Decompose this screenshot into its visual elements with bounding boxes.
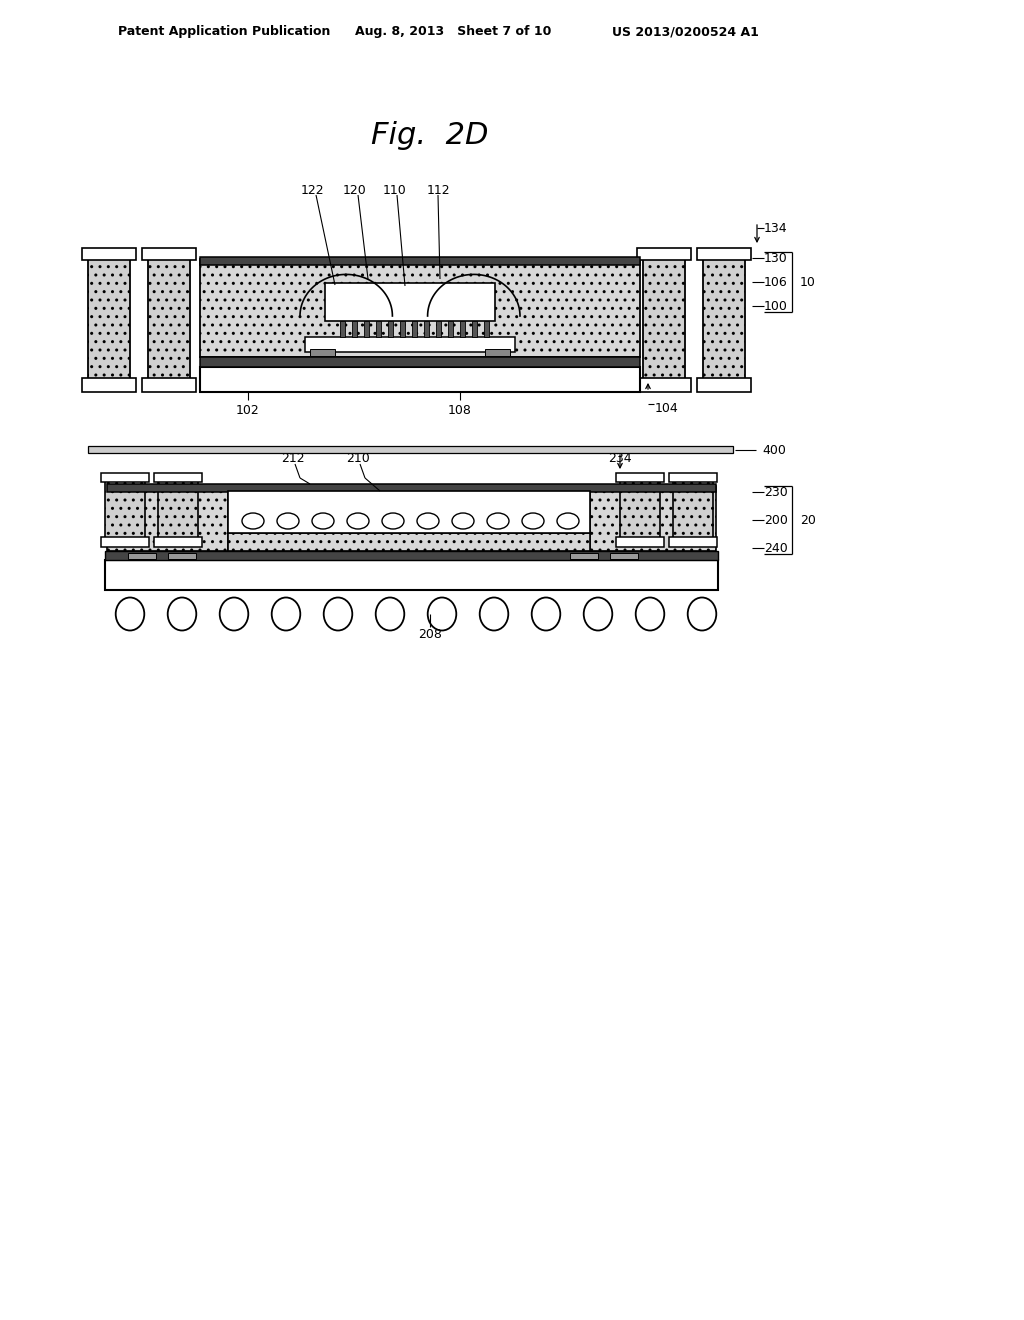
Bar [88, 446, 733, 453]
Bar [364, 321, 369, 337]
Bar [436, 321, 441, 337]
Bar [101, 473, 150, 482]
Bar [106, 486, 228, 550]
Bar [228, 533, 590, 550]
Text: 208: 208 [418, 628, 442, 642]
Bar [105, 560, 718, 590]
Bar [637, 378, 691, 392]
Text: 122: 122 [300, 183, 324, 197]
Bar [105, 480, 145, 540]
Text: 108: 108 [449, 404, 472, 417]
Text: 112: 112 [426, 183, 450, 197]
Bar [154, 473, 202, 482]
Bar [200, 257, 640, 265]
Bar [200, 259, 640, 356]
Text: 106: 106 [764, 276, 787, 289]
Text: 100: 100 [764, 300, 787, 313]
Text: Aug. 8, 2013   Sheet 7 of 10: Aug. 8, 2013 Sheet 7 of 10 [355, 25, 551, 38]
Text: 234: 234 [608, 451, 632, 465]
Bar [376, 321, 381, 337]
Bar [105, 550, 718, 560]
Bar [697, 378, 751, 392]
Bar [340, 321, 345, 337]
Bar [82, 248, 136, 260]
Bar [82, 378, 136, 392]
Bar [310, 348, 335, 356]
Text: 240: 240 [764, 541, 787, 554]
Bar [158, 480, 198, 540]
Bar [106, 484, 716, 492]
Bar [148, 255, 190, 385]
Text: 230: 230 [764, 486, 787, 499]
Text: 10: 10 [800, 276, 816, 289]
Bar [388, 321, 393, 337]
Text: 110: 110 [383, 183, 407, 197]
Bar [228, 491, 590, 533]
Bar [101, 537, 150, 546]
Bar [449, 321, 453, 337]
Bar [610, 553, 638, 558]
Bar [616, 537, 664, 546]
Text: 212: 212 [282, 451, 305, 465]
Bar [669, 473, 717, 482]
Bar [424, 321, 429, 337]
Bar [142, 248, 196, 260]
Bar [460, 321, 465, 337]
Bar [673, 480, 713, 540]
Bar [88, 255, 130, 385]
Bar [412, 321, 417, 337]
Bar [590, 486, 716, 550]
Bar [472, 321, 477, 337]
Bar [305, 337, 515, 352]
Text: 20: 20 [800, 513, 816, 527]
Text: 130: 130 [764, 252, 787, 264]
Text: 120: 120 [343, 183, 367, 197]
Text: 200: 200 [764, 513, 787, 527]
Bar [325, 282, 495, 321]
Bar [485, 348, 510, 356]
Bar [637, 248, 691, 260]
Text: 400: 400 [762, 444, 785, 457]
Bar [570, 553, 598, 558]
Bar [200, 356, 640, 367]
Text: 102: 102 [237, 404, 260, 417]
Text: Patent Application Publication: Patent Application Publication [118, 25, 331, 38]
Bar [128, 553, 156, 558]
Bar [669, 537, 717, 546]
Bar [142, 378, 196, 392]
Text: 210: 210 [346, 451, 370, 465]
Bar [200, 367, 640, 392]
Bar [620, 480, 660, 540]
Text: US 2013/0200524 A1: US 2013/0200524 A1 [612, 25, 759, 38]
Bar [400, 321, 406, 337]
Bar [697, 248, 751, 260]
Bar [352, 321, 357, 337]
Bar [484, 321, 489, 337]
Bar [154, 537, 202, 546]
Bar [643, 255, 685, 385]
Bar [168, 553, 196, 558]
Text: 134: 134 [764, 222, 787, 235]
Text: Fig.  2D: Fig. 2D [372, 120, 488, 149]
Bar [703, 255, 745, 385]
Text: 104: 104 [655, 401, 679, 414]
Bar [616, 473, 664, 482]
